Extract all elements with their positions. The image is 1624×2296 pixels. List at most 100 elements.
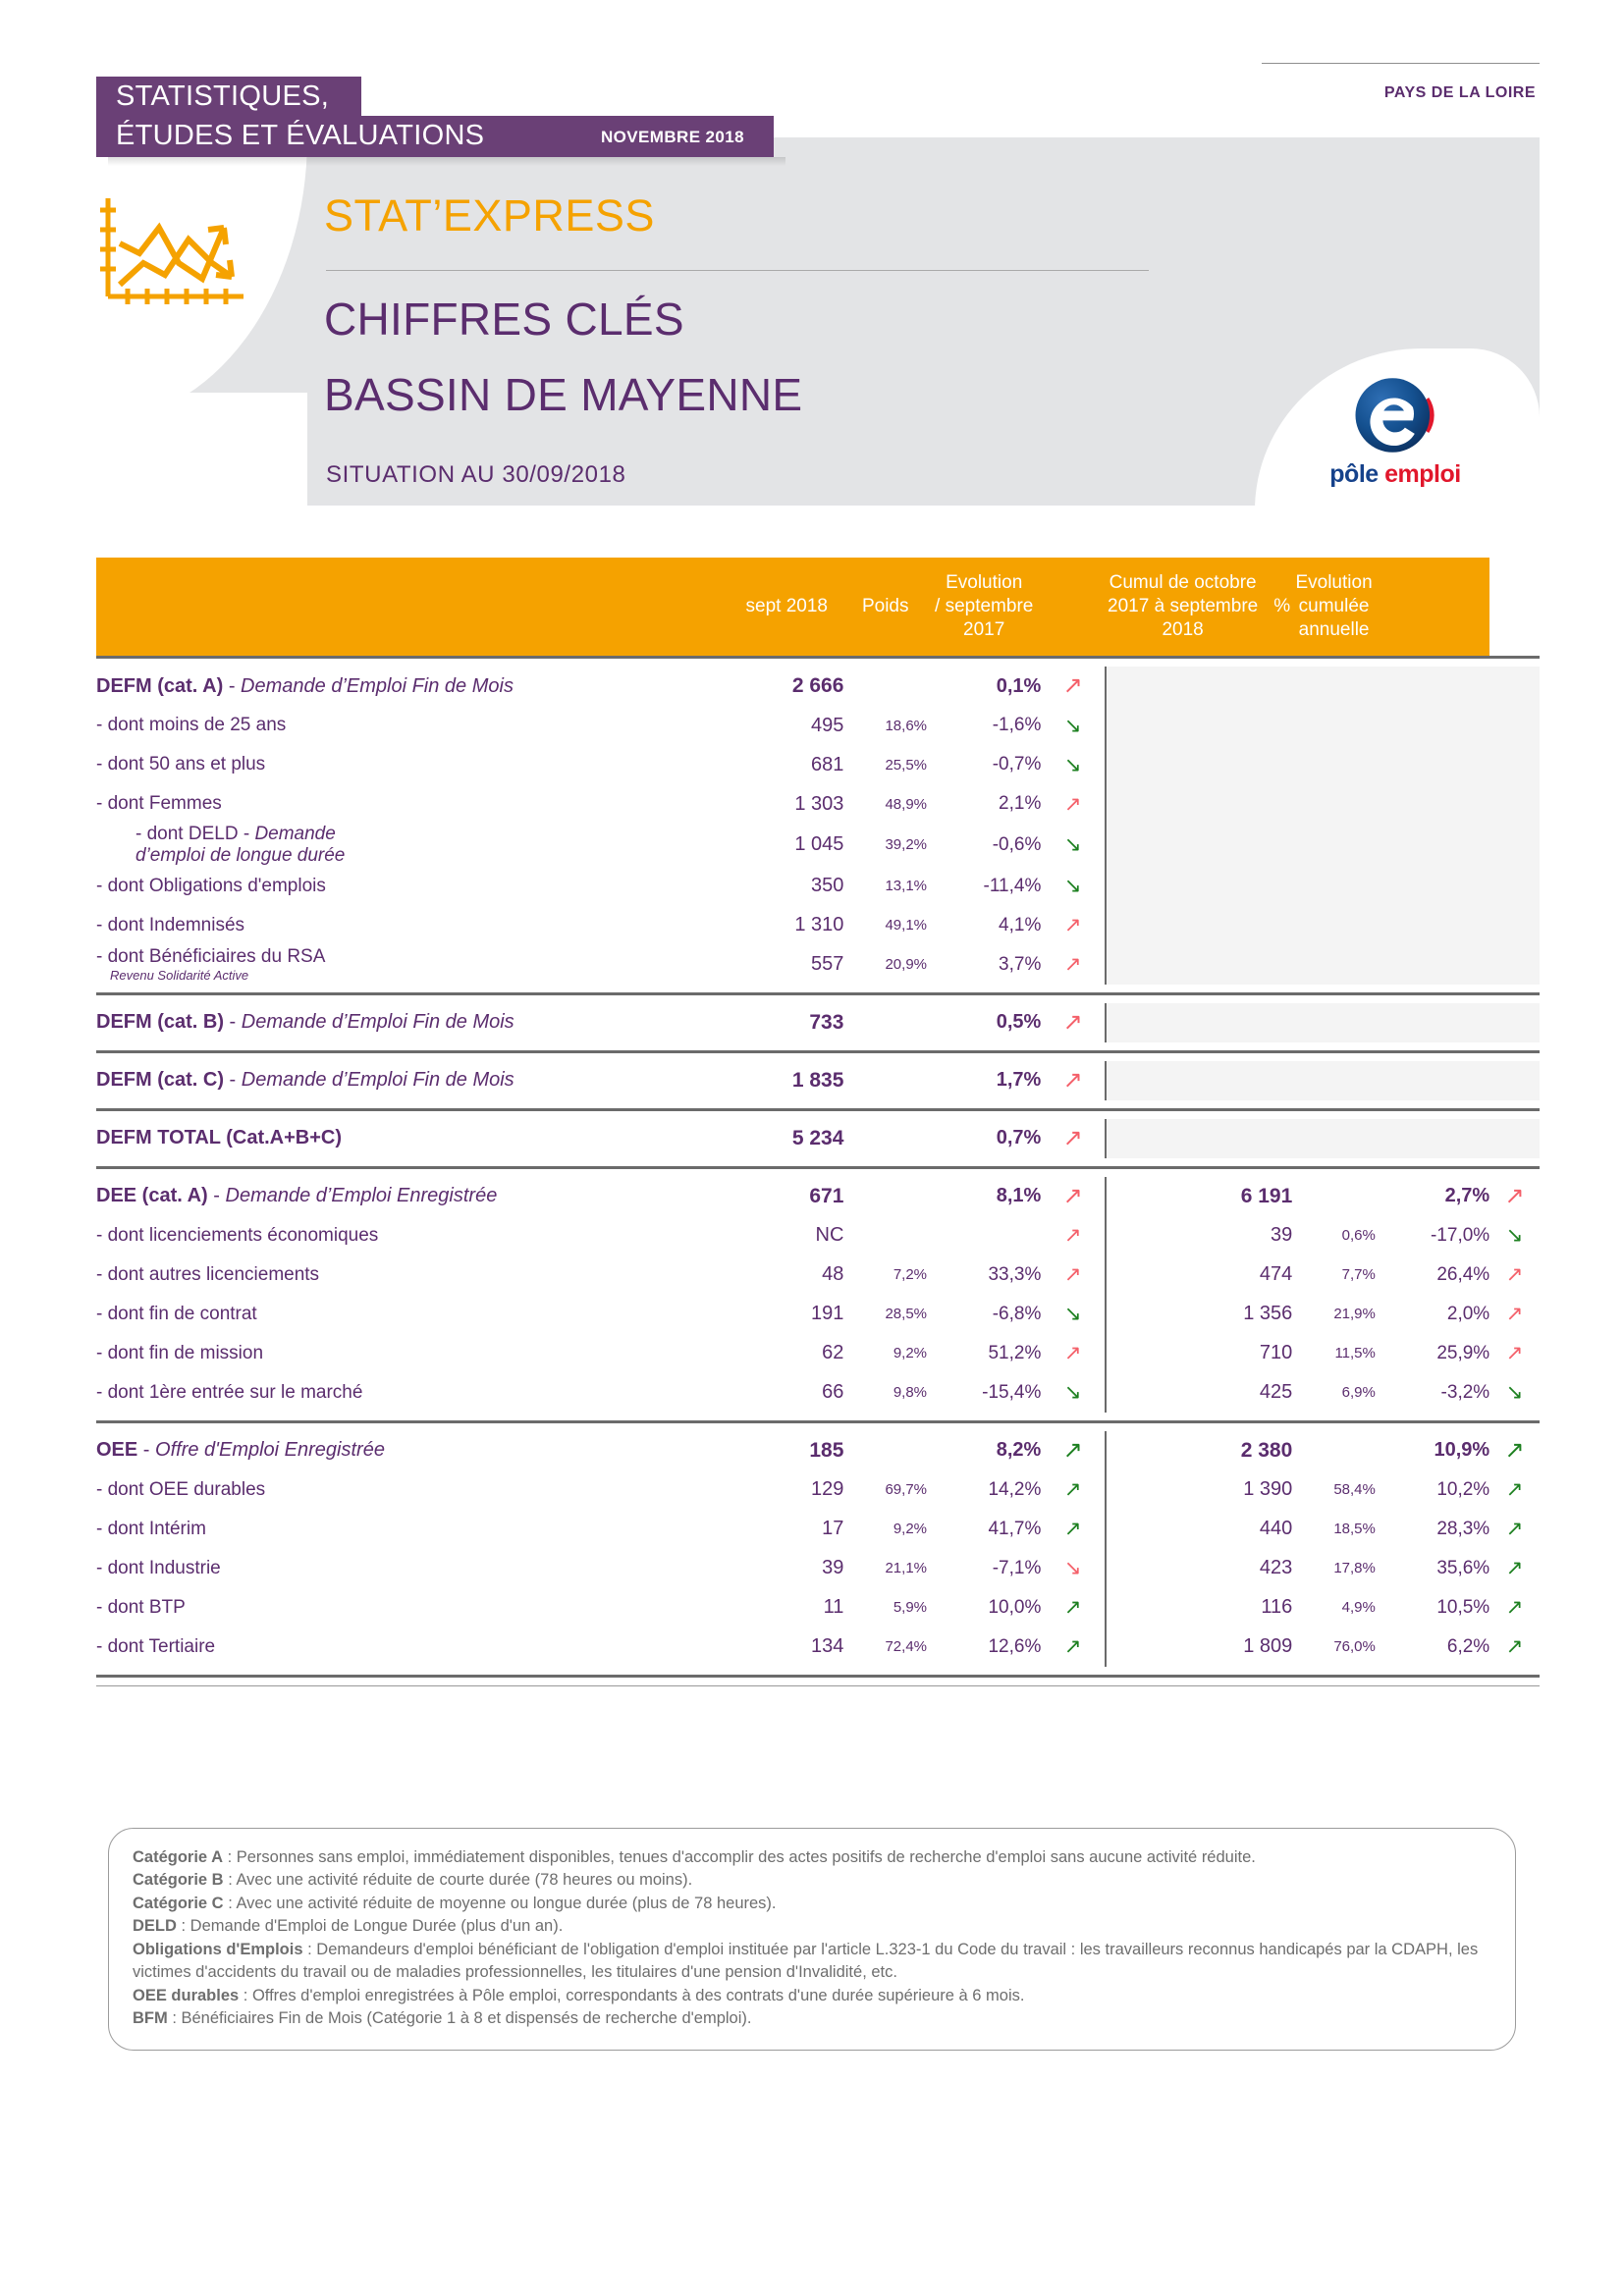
table-row: - dont Obligations d'emplois 350 13,1% -11,… xyxy=(96,867,1540,906)
page-title-line-1: CHIFFRES CLÉS xyxy=(324,294,684,345)
cell-percent: 7,7% xyxy=(1341,1266,1376,1284)
row-label: - dont Indemnisés xyxy=(96,914,245,935)
cell-trend-arrow-cumul: ↗ xyxy=(1489,1470,1540,1510)
cell-trend-arrow-cumul: ↗ xyxy=(1489,1549,1540,1588)
table-row: - dont Intérim 17 9,2% 41,7% ↗ 440 18,5% 28,3% ↗ xyxy=(96,1509,1540,1549)
arrow-down-green-icon: ↘ xyxy=(1063,753,1082,776)
chart-statistics-icon xyxy=(94,192,251,310)
cell-evolution-cumulee: 10,5% xyxy=(1436,1596,1490,1618)
table-row: - dont autres licenciements 48 7,2% 33,3% ↗ 4… xyxy=(96,1255,1540,1295)
cell-sept-2018: 5 234 xyxy=(791,1126,844,1149)
cell-evolution-cumulee: -17,0% xyxy=(1430,1224,1490,1246)
header-arrow-1 xyxy=(1041,558,1106,658)
arrow-up-red-icon: ↗ xyxy=(1505,1303,1524,1326)
row-label: - dont Bénéficiaires du RSA Revenu Solida… xyxy=(96,945,730,985)
stat-express-brand: STAT’EXPRESS xyxy=(324,190,655,240)
arrow-up-green-icon: ↗ xyxy=(1504,1436,1525,1464)
cell-sept-2018: 17 xyxy=(822,1518,844,1540)
cell-poids: 69,7% xyxy=(885,1481,928,1499)
arrow-up-red-icon: ↗ xyxy=(1063,1224,1082,1248)
row-label: - dont Tertiaire xyxy=(96,1635,216,1657)
cell-sept-2018: 733 xyxy=(809,1010,844,1034)
arrow-up-red-icon: ↗ xyxy=(1063,914,1082,937)
cell-trend-arrow: ↘ xyxy=(1041,824,1106,867)
section-header-row: DEFM (cat. A) - Demande d’Emploi Fin de … xyxy=(96,667,1540,985)
section-title: DEFM (cat. A) - Demande d’Emploi Fin de … xyxy=(96,674,514,697)
cell-cumul: 474 xyxy=(1259,1263,1293,1286)
arrow-up-red-icon: ↗ xyxy=(1063,792,1082,816)
cell-evolution-cumulee: 2,7% xyxy=(1444,1185,1490,1207)
row-label-italic: Demande xyxy=(254,824,336,844)
cell-evolution: 2,1% xyxy=(999,793,1042,814)
arrow-down-green-icon: ↘ xyxy=(1063,714,1082,737)
header-evolution-line-2: / septembre xyxy=(935,596,1034,617)
definition-term: Catégorie C xyxy=(133,1894,224,1912)
cell-poids: 7,2% xyxy=(893,1266,928,1284)
section-title: DEE (cat. A) - Demande d’Emploi Enregist… xyxy=(96,1185,498,1207)
section-title: OEE - Offre d'Emploi Enregistrée xyxy=(96,1439,385,1462)
arrow-up-green-icon: ↗ xyxy=(1063,1596,1082,1620)
cell-evolution: -15,4% xyxy=(982,1381,1042,1403)
cell-cumul: 440 xyxy=(1259,1518,1293,1540)
column-divider xyxy=(1104,1255,1148,1295)
column-divider xyxy=(1104,1333,1148,1373)
header-cumul-line-1: Cumul de octobre xyxy=(1109,572,1257,594)
section-description: Demande d’Emploi Fin de Mois xyxy=(241,674,514,697)
arrow-up-green-icon: ↗ xyxy=(1063,1518,1082,1541)
arrow-up-red-icon: ↗ xyxy=(1062,1008,1083,1036)
header-cumul: Cumul de octobre 2017 à septembre 2018 % xyxy=(1105,558,1293,658)
cell-trend-arrow: ↗ xyxy=(1041,1119,1106,1158)
row-label: - dont autres licenciements xyxy=(96,1263,320,1285)
banner-band-bottom xyxy=(96,116,774,157)
cell-percent xyxy=(1292,1177,1376,1216)
cell-evolution: -1,6% xyxy=(992,715,1042,735)
cell-sept-2018: 62 xyxy=(822,1342,844,1364)
cell-poids xyxy=(843,1119,927,1158)
page-title-line-2: BASSIN DE MAYENNE xyxy=(324,369,803,420)
definition-text: : Bénéficiaires Fin de Mois (Catégorie 1… xyxy=(167,2008,752,2027)
cell-trend-arrow: ↗ xyxy=(1041,667,1106,706)
cell-sept-2018: 2 666 xyxy=(791,674,844,697)
cell-evolution: 8,2% xyxy=(996,1439,1042,1462)
cell-evolution: 1,7% xyxy=(996,1069,1042,1092)
table-rule-cell xyxy=(96,1420,1540,1424)
cell-trend-arrow: ↘ xyxy=(1041,1295,1106,1334)
column-divider xyxy=(1104,1176,1148,1216)
cell-poids: 13,1% xyxy=(885,878,928,895)
cell-evolution: 33,3% xyxy=(988,1263,1042,1285)
arrow-up-green-icon: ↗ xyxy=(1505,1478,1524,1502)
row-label: - dont Obligations d'emplois xyxy=(96,875,326,896)
cell-evolution: 41,7% xyxy=(988,1518,1042,1539)
table-row: - dont fin de mission 62 9,2% 51,2% ↗ 710 11,5… xyxy=(96,1333,1540,1373)
column-divider xyxy=(1104,1469,1148,1510)
arrow-up-green-icon: ↗ xyxy=(1505,1596,1524,1620)
cell-percent: 58,4% xyxy=(1333,1481,1376,1499)
banner-line-2: ÉTUDES ET ÉVALUATIONS xyxy=(116,120,485,151)
cell-trend-arrow: ↗ xyxy=(1041,1177,1106,1216)
cell-poids: 9,8% xyxy=(893,1384,928,1402)
header-sept-2018: sept 2018 xyxy=(730,558,844,658)
table-rule-cell xyxy=(96,992,1540,996)
cell-poids: 48,9% xyxy=(885,795,928,813)
arrow-up-red-icon: ↗ xyxy=(1062,672,1083,699)
table-row: - dont DELD - Demande d’emploi de longue … xyxy=(96,824,1540,867)
arrow-up-red-icon: ↗ xyxy=(1505,1342,1524,1365)
cell-trend-arrow: ↗ xyxy=(1041,1255,1106,1295)
cell-sept-2018: 48 xyxy=(822,1263,844,1286)
row-label-note: Revenu Solidarité Active xyxy=(110,967,249,983)
cell-poids: 72,4% xyxy=(885,1638,928,1656)
cell-poids: 25,5% xyxy=(885,756,928,774)
row-label-line-2: d’emploi de longue durée xyxy=(135,844,346,866)
table-spacer xyxy=(96,985,1540,994)
cell-evolution: 12,6% xyxy=(988,1635,1042,1657)
right-empty-block xyxy=(1104,1060,1540,1100)
cell-cumul: 1 809 xyxy=(1243,1635,1293,1658)
cell-sept-2018: 11 xyxy=(823,1596,844,1619)
cell-trend-arrow-cumul: ↗ xyxy=(1489,1255,1540,1295)
row-label: - dont Intérim xyxy=(96,1518,206,1539)
table-rule-cell xyxy=(96,1684,1540,1686)
cell-poids xyxy=(843,1003,927,1042)
section-title: DEFM TOTAL (Cat.A+B+C) xyxy=(96,1119,730,1158)
cell-trend-arrow: ↗ xyxy=(1041,1003,1106,1042)
cell-evolution: 10,0% xyxy=(988,1596,1042,1618)
